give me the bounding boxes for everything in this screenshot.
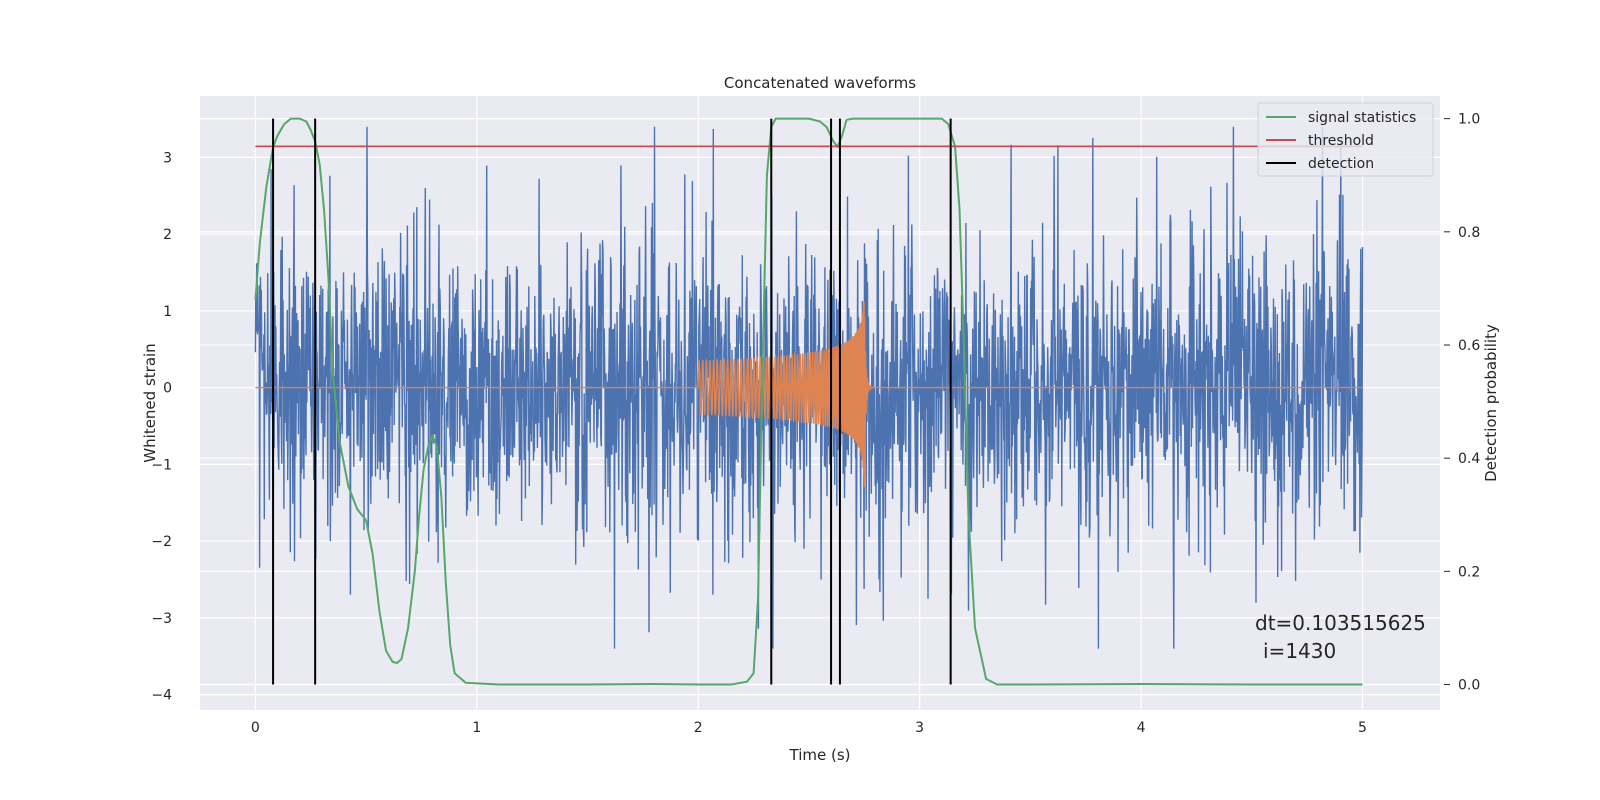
y2-tick-label: 0.8: [1458, 225, 1480, 241]
y2-axis-label: Detection probability: [1482, 324, 1500, 482]
y2-tick-label: 1.0: [1458, 112, 1480, 128]
signal-statistics-line: [254, 117, 1363, 686]
legend: signal statistics threshold detection: [1257, 102, 1434, 177]
y-tick-label: −4: [151, 688, 172, 704]
y-tick-label: 2: [163, 227, 172, 243]
y2-tick-label: 0.0: [1458, 678, 1480, 694]
legend-label-threshold: threshold: [1308, 133, 1374, 149]
series-layer: [254, 117, 1364, 686]
x-tick-label: 3: [915, 720, 924, 736]
y-tick-label: −3: [151, 611, 172, 627]
legend-box: [1257, 102, 1434, 177]
annotation-dt: dt=0.103515625: [1255, 611, 1426, 635]
x-tick-label: 4: [1137, 720, 1146, 736]
y-tick-label: 0: [163, 381, 172, 397]
y2-tick-label: 0.6: [1458, 338, 1480, 354]
x-tick-label: 2: [694, 720, 703, 736]
injection-series: [255, 302, 1363, 487]
x-tick-label: 0: [251, 720, 260, 736]
y-axis-label: Whitened strain: [141, 343, 159, 462]
chart-title: Concatenated waveforms: [724, 74, 916, 92]
annotation-index: i=1430: [1263, 639, 1336, 663]
y-tick-label: −2: [151, 534, 172, 550]
y2-tick-label: 0.2: [1458, 564, 1480, 580]
x-axis-label: Time (s): [789, 746, 851, 764]
y2-tick-label: 0.4: [1458, 451, 1480, 467]
legend-label-detection: detection: [1308, 156, 1374, 172]
y-tick-label: 1: [163, 304, 172, 320]
y-tick-label: −1: [151, 457, 172, 473]
x-tick-label: 5: [1358, 720, 1367, 736]
x-tick-label: 1: [472, 720, 481, 736]
ticks: 0 1 2 3 4 5 −4 −3 −2 −1 0 1 2 3 0.0 0.2 0.4 0.6 0.8 1.0: [151, 112, 1480, 736]
y-tick-label: 3: [163, 150, 172, 166]
legend-label-signal-statistics: signal statistics: [1308, 110, 1416, 126]
